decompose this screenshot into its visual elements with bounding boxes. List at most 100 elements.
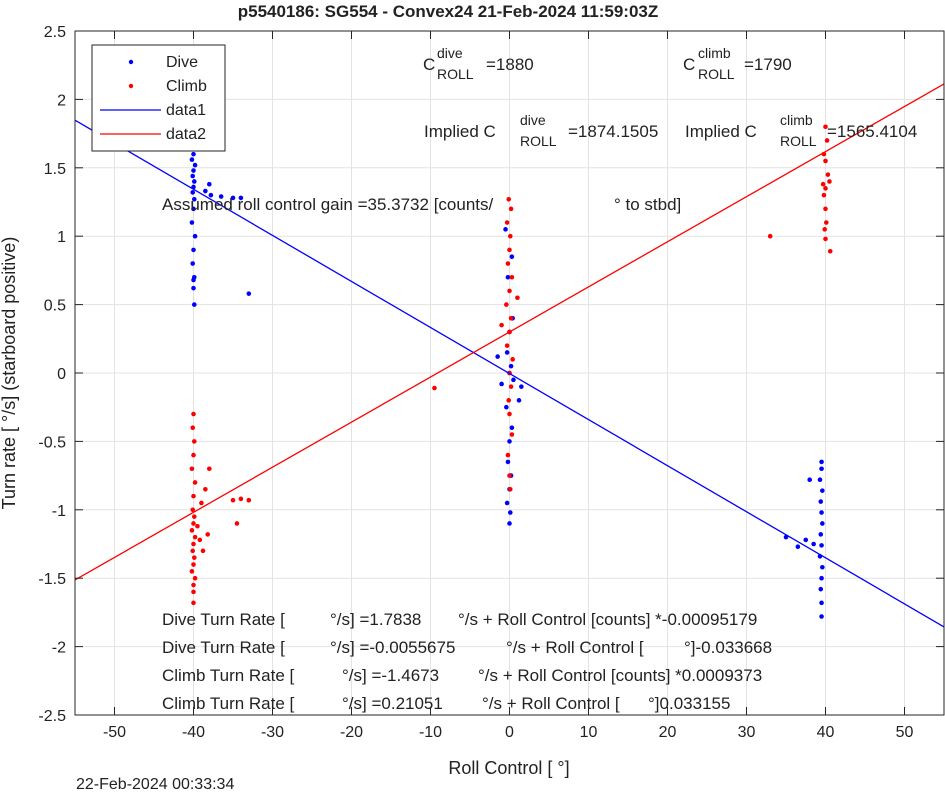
dive-point (507, 521, 512, 526)
x-tick-label: 30 (738, 724, 756, 741)
dive-point (819, 459, 824, 465)
dive-point (190, 190, 196, 195)
eq1-a: Dive Turn Rate [ (162, 610, 285, 629)
legend: Dive Climb data1 data2 (91, 44, 226, 152)
implied-climb-sub: ROLL (780, 133, 817, 149)
climb-point (823, 236, 828, 242)
legend-dive-label: Dive (166, 54, 198, 71)
dive-point (819, 510, 824, 515)
annotation-gain: Assumed roll control gain =35.3732 [coun… (162, 195, 681, 214)
x-tick-label: 40 (817, 724, 835, 741)
y-tick-label: 1 (57, 229, 66, 246)
annotation-c-dive: C dive ROLL =1880 (423, 45, 534, 82)
x-tick-label: -50 (103, 724, 126, 741)
eq2-c: °/s + Roll Control [ (506, 638, 644, 657)
climb-point (507, 247, 512, 253)
climb-point (823, 186, 828, 191)
dive-point (519, 384, 524, 389)
eq4-b: °/s] =0.21051 (342, 694, 443, 713)
dive-point (191, 196, 197, 202)
gain-text-a: Assumed roll control gain =35.3732 [coun… (162, 195, 494, 214)
dive-point (817, 477, 823, 483)
climb-point (767, 233, 773, 239)
x-tick-label: 50 (896, 724, 914, 741)
annotation-equations: Dive Turn Rate [ °/s] =1.7838 °/s + Roll… (162, 610, 772, 713)
climb-point (195, 523, 200, 529)
climb-point (192, 575, 198, 581)
climb-point (505, 261, 511, 266)
climb-point (505, 452, 511, 458)
annotation-c-climb: C climb ROLL =1790 (683, 45, 792, 82)
climb-point (191, 411, 196, 417)
climb-point (432, 385, 437, 391)
climb-point (509, 432, 515, 437)
climb-point (200, 548, 206, 554)
x-tick-label: -40 (182, 724, 205, 741)
climb-point (230, 497, 236, 503)
climb-point (191, 562, 196, 567)
climb-point (823, 220, 829, 225)
climb-point (504, 302, 509, 307)
legend-box (91, 44, 226, 152)
dive-point (818, 532, 824, 537)
climb-point (189, 466, 195, 472)
eq1-b: °/s] =1.7838 (330, 610, 421, 629)
dive-point (189, 157, 195, 162)
implied-dive-sup: dive (520, 112, 546, 128)
dive-point (191, 247, 196, 253)
climb-point (191, 452, 196, 458)
annotation-implied-climb: Implied C climb ROLL =1565.4104 (685, 112, 917, 149)
dive-point (191, 206, 196, 212)
dive-point (811, 541, 816, 547)
dive-point (246, 291, 252, 296)
dive-point (509, 254, 515, 260)
c-climb-value: =1790 (744, 55, 792, 74)
data2-fit-line (74, 83, 945, 581)
eq4-a: Climb Turn Rate [ (162, 694, 295, 713)
y-tick-label: 0 (57, 366, 66, 383)
dive-point (191, 285, 196, 291)
dive-point (192, 162, 198, 168)
dive-point (819, 575, 824, 581)
climb-point (823, 206, 828, 212)
implied-dive-base: Implied C (424, 122, 496, 141)
climb-point (205, 532, 211, 537)
implied-climb-value: =1565.4104 (827, 122, 917, 141)
dive-point (203, 188, 208, 194)
climb-point (822, 227, 828, 232)
dive-point (191, 168, 196, 173)
dive-point (191, 277, 196, 283)
y-tick-label: 2.5 (44, 24, 66, 41)
y-tick-label: 2 (57, 92, 66, 109)
dive-point (507, 510, 513, 515)
c-dive-base: C (423, 55, 435, 74)
climb-point (191, 589, 196, 595)
dive-point (238, 195, 244, 201)
eq3-b: °/s] =-1.4673 (342, 666, 439, 685)
eq3-a: Climb Turn Rate [ (162, 666, 295, 685)
legend-climb-label: Climb (166, 78, 207, 95)
climb-point (824, 138, 830, 143)
c-climb-sub: ROLL (698, 66, 735, 82)
c-dive-sup: dive (437, 45, 463, 61)
eq4-d: °]0.033155 (648, 694, 730, 713)
gain-text-b: ° to stbd] (614, 195, 681, 214)
dive-point (820, 488, 825, 493)
dive-point (190, 261, 196, 266)
x-tick-label: 20 (659, 724, 677, 741)
dive-point (819, 600, 824, 606)
eq2-b: °/s] =-0.0055675 (330, 638, 455, 657)
climb-point (191, 555, 197, 560)
climb-point (507, 486, 513, 492)
c-dive-sub: ROLL (437, 66, 474, 82)
y-tick-label: -2.5 (38, 708, 66, 725)
x-tick-label: -10 (419, 724, 442, 741)
dive-point (189, 220, 195, 225)
implied-climb-sup: climb (780, 112, 813, 128)
dive-point (503, 227, 508, 232)
dive-point (191, 151, 196, 157)
annotation-implied-dive: Implied C dive ROLL =1874.1505 (424, 112, 658, 149)
climb-point (203, 486, 208, 492)
dive-point (508, 363, 514, 369)
